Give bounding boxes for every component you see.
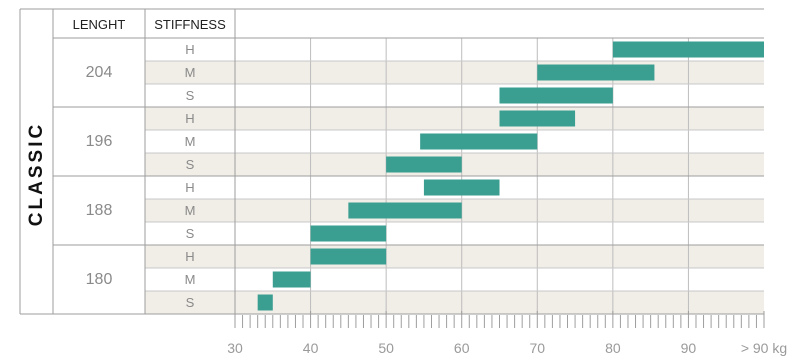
length-label: 188 — [86, 202, 113, 219]
row-band — [145, 291, 764, 314]
stiffness-label: H — [185, 249, 194, 264]
range-bar — [423, 179, 500, 196]
stiffness-label: M — [185, 65, 196, 80]
range-bar — [257, 294, 273, 311]
range-bar — [537, 64, 655, 81]
range-bar — [420, 133, 538, 150]
stiffness-label: S — [186, 157, 195, 172]
stiffness-label: S — [186, 226, 195, 241]
stiffness-label: M — [185, 272, 196, 287]
range-bar — [499, 110, 576, 127]
length-column-header: LENGHT — [73, 17, 126, 32]
length-label: 204 — [86, 64, 113, 81]
length-label: 196 — [86, 133, 113, 150]
range-bar — [612, 41, 764, 58]
x-tick-label: 80 — [605, 340, 621, 356]
stiffness-column-header: STIFFNESS — [154, 17, 226, 32]
stiffness-label: M — [185, 134, 196, 149]
range-bar — [310, 248, 387, 265]
x-tick-label: > 90 kg — [741, 340, 787, 356]
stiffness-label: H — [185, 111, 194, 126]
stiffness-label: H — [185, 42, 194, 57]
chart-title: CLASSIC — [26, 122, 47, 226]
length-label: 180 — [86, 271, 113, 288]
x-tick-label: 70 — [529, 340, 545, 356]
range-bar — [272, 271, 311, 288]
x-tick-label: 40 — [303, 340, 319, 356]
stiffness-label: S — [186, 295, 195, 310]
stiffness-label: M — [185, 203, 196, 218]
x-tick-label: 90 — [681, 340, 697, 356]
x-tick-label: 30 — [227, 340, 243, 356]
range-bar — [310, 225, 387, 242]
range-bar — [499, 87, 613, 104]
range-bar — [386, 156, 462, 173]
stiffness-label: H — [185, 180, 194, 195]
row-band — [145, 61, 764, 84]
range-bar — [348, 202, 462, 219]
x-tick-label: 60 — [454, 340, 470, 356]
x-tick-label: 50 — [378, 340, 394, 356]
stiffness-label: S — [186, 88, 195, 103]
row-band — [145, 245, 764, 268]
row-band — [145, 107, 764, 130]
